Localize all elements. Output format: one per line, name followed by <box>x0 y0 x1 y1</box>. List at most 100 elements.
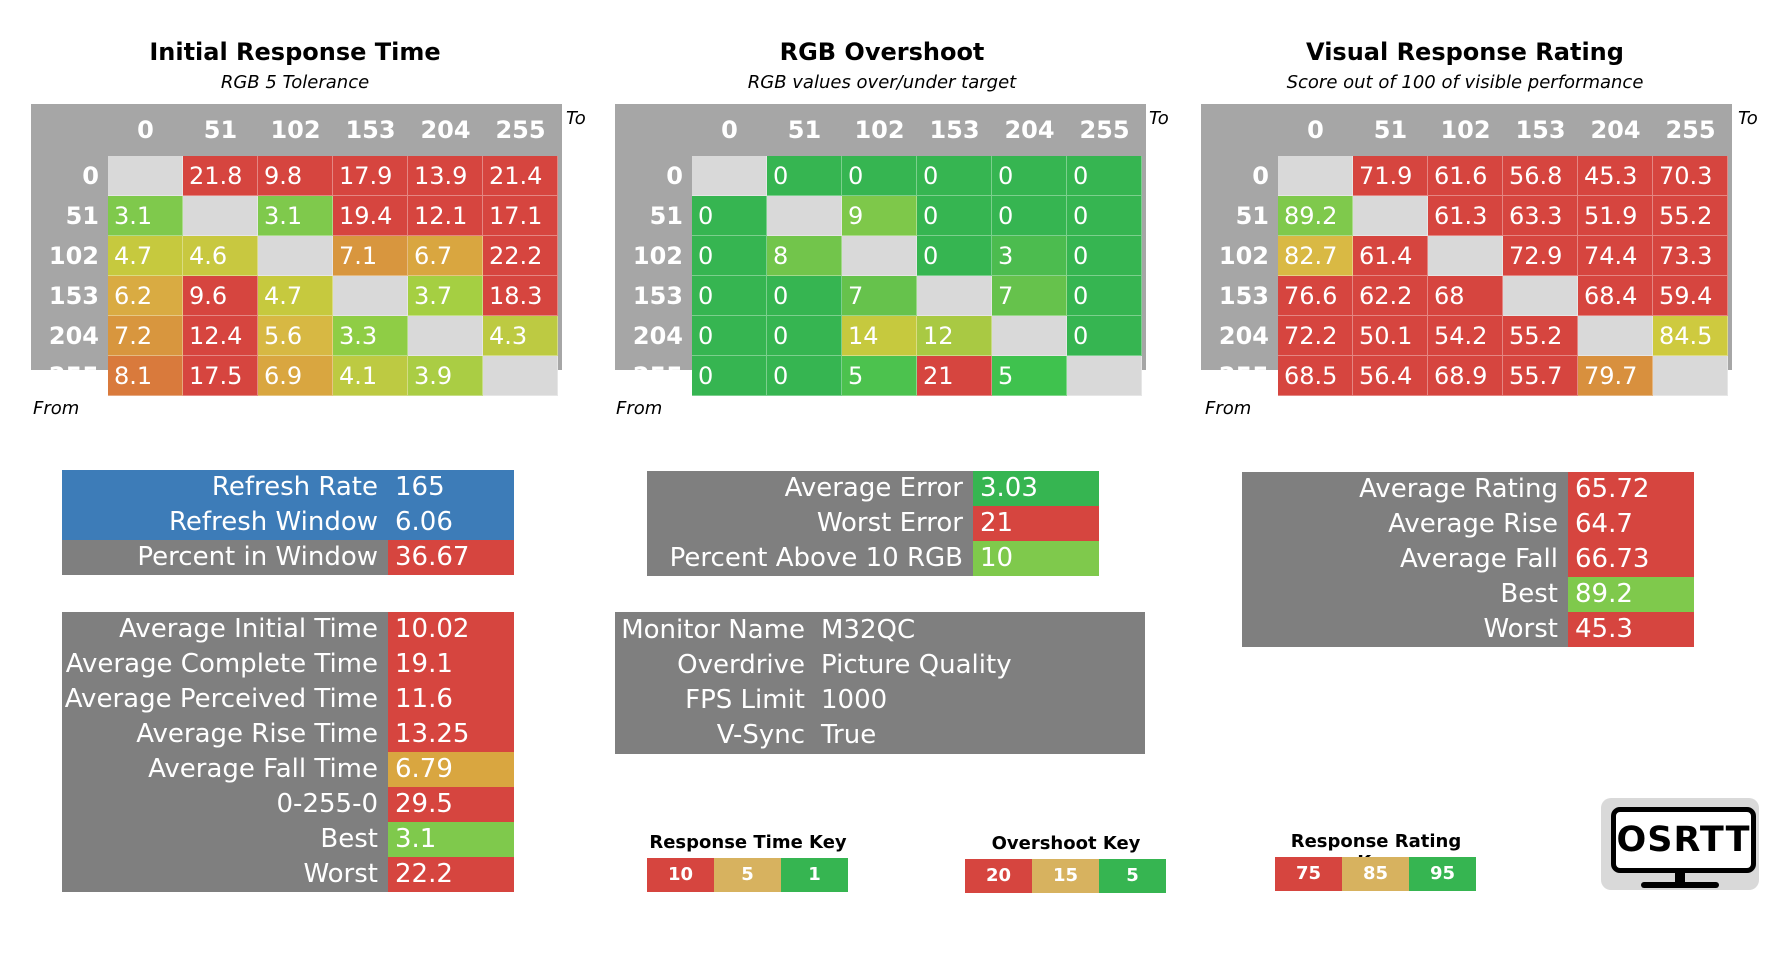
heatmap-cell: 0 <box>767 316 842 356</box>
column-header: 0 <box>137 116 154 144</box>
row-header: 204 <box>48 322 99 350</box>
stat-value: 36.67 <box>388 540 514 575</box>
heatmap-cell: 3.7 <box>408 276 483 316</box>
key-cell: 85 <box>1342 857 1409 891</box>
column-header: 153 <box>345 116 396 144</box>
heatmap-cell: 84.5 <box>1653 316 1728 356</box>
stat-value: 29.5 <box>388 787 514 822</box>
column-header: 102 <box>1440 116 1491 144</box>
heatmap-cell: 17.5 <box>183 356 258 396</box>
axis-label-to-rating: To <box>1738 108 1758 129</box>
heatmap-cell: 63.3 <box>1503 196 1578 236</box>
heatmap-cell: 14 <box>842 316 917 356</box>
heatmap-cell: 0 <box>767 276 842 316</box>
stat-label: Average Fall Time <box>62 752 388 787</box>
column-header: 204 <box>1590 116 1641 144</box>
stat-value: 11.6 <box>388 682 514 717</box>
heatmap-cell: 0 <box>1067 236 1142 276</box>
column-header: 153 <box>929 116 980 144</box>
heatmap-cell: 6.7 <box>408 236 483 276</box>
heatmap-cell <box>183 196 258 236</box>
heatmap-cell: 0 <box>767 356 842 396</box>
info-row: Overdrive Picture Quality <box>615 648 1145 683</box>
stat-label: Average Fall <box>1242 542 1568 577</box>
heatmap-cell: 62.2 <box>1353 276 1428 316</box>
heatmap-cell: 0 <box>767 156 842 196</box>
heatmap-cell: 56.8 <box>1503 156 1578 196</box>
axis-label-from-rating: From <box>1205 398 1252 419</box>
stat-label: Average Rise Time <box>62 717 388 752</box>
response-time-key: 10 5 1 <box>647 858 848 892</box>
info-row: V-Sync True <box>615 718 1145 753</box>
axis-label-from-overshoot: From <box>616 398 663 419</box>
heatmap-cell: 59.4 <box>1653 276 1728 316</box>
heatmap-cell: 19.4 <box>333 196 408 236</box>
key-cell: 10 <box>647 858 714 892</box>
heatmap-cell: 12.4 <box>183 316 258 356</box>
stat-row: Average Rise Time 13.25 <box>62 717 514 752</box>
row-header: 204 <box>632 322 683 350</box>
heatmap-cell: 13.9 <box>408 156 483 196</box>
heatmap-cell: 0 <box>917 196 992 236</box>
stat-row: Best 89.2 <box>1242 577 1694 612</box>
key-cell: 1 <box>781 858 848 892</box>
heatmap-rgb-overshoot: 0 51 102 153 204 255 0 51 102 153 204 255 0 0 0 0 0 0 9 0 0 0… <box>615 104 1146 396</box>
row-header: 51 <box>649 202 683 230</box>
key-cell: 75 <box>1275 857 1342 891</box>
heatmap-title-overshoot: RGB Overshoot <box>779 38 985 66</box>
heatmap-cell: 79.7 <box>1578 356 1653 396</box>
column-header: 102 <box>270 116 321 144</box>
heatmap-cell <box>1653 356 1728 396</box>
heatmap-cell: 55.7 <box>1503 356 1578 396</box>
stat-value: 45.3 <box>1568 612 1694 647</box>
stat-row: Refresh Rate 165 <box>62 470 514 505</box>
stat-value: 19.1 <box>388 647 514 682</box>
stat-value: 65.72 <box>1568 472 1694 507</box>
heatmap-cell: 4.1 <box>333 356 408 396</box>
column-header: 255 <box>1079 116 1130 144</box>
heatmap-cell: 68.4 <box>1578 276 1653 316</box>
response-time-stats-box: Average Initial Time 10.02 Average Complet… <box>62 612 514 892</box>
row-header: 255 <box>48 362 99 390</box>
heatmap-cell: 7 <box>992 276 1067 316</box>
heatmap-cell: 0 <box>917 156 992 196</box>
stat-row: Average Initial Time 10.02 <box>62 612 514 647</box>
axis-label-to-overshoot: To <box>1149 108 1169 129</box>
heatmap-cell: 5 <box>842 356 917 396</box>
heatmap-cell: 72.9 <box>1503 236 1578 276</box>
stat-label: Worst <box>62 857 388 892</box>
monitor-info-box: Monitor Name M32QC Overdrive Picture Qualit… <box>615 612 1145 754</box>
heatmap-cell: 3.3 <box>333 316 408 356</box>
stat-row: Average Fall 66.73 <box>1242 542 1694 577</box>
row-header: 0 <box>666 162 683 190</box>
heatmap-cell: 3.9 <box>408 356 483 396</box>
heatmap-cell: 7.2 <box>108 316 183 356</box>
stat-label: Average Rise <box>1242 507 1568 542</box>
stat-row: Average Rating 65.72 <box>1242 472 1694 507</box>
heatmap-cell: 17.1 <box>483 196 558 236</box>
axis-label-to-initial: To <box>566 108 586 129</box>
heatmap-cell: 4.6 <box>183 236 258 276</box>
column-header: 0 <box>1307 116 1324 144</box>
column-header: 51 <box>203 116 238 144</box>
info-label: V-Sync <box>716 720 805 750</box>
heatmap-cell: 9.6 <box>183 276 258 316</box>
row-header: 51 <box>1235 202 1269 230</box>
heatmap-cell: 6.2 <box>108 276 183 316</box>
heatmap-cell: 9 <box>842 196 917 236</box>
heatmap-cell: 3.1 <box>258 196 333 236</box>
key-cell: 5 <box>1099 859 1166 893</box>
row-header: 0 <box>82 162 99 190</box>
heatmap-cell: 4.3 <box>483 316 558 356</box>
info-value: Picture Quality <box>821 650 1012 680</box>
stat-row: Refresh Window 6.06 <box>62 505 514 540</box>
row-header: 153 <box>632 282 683 310</box>
stat-row: Percent Above 10 RGB 10 <box>647 541 1099 576</box>
info-value: 1000 <box>821 685 888 715</box>
heatmap-cell: 7.1 <box>333 236 408 276</box>
stat-value: 66.73 <box>1568 542 1694 577</box>
heatmap-cell <box>483 356 558 396</box>
stat-label: Average Error <box>647 471 973 506</box>
stat-value: 3.1 <box>388 822 514 857</box>
heatmap-cell: 17.9 <box>333 156 408 196</box>
